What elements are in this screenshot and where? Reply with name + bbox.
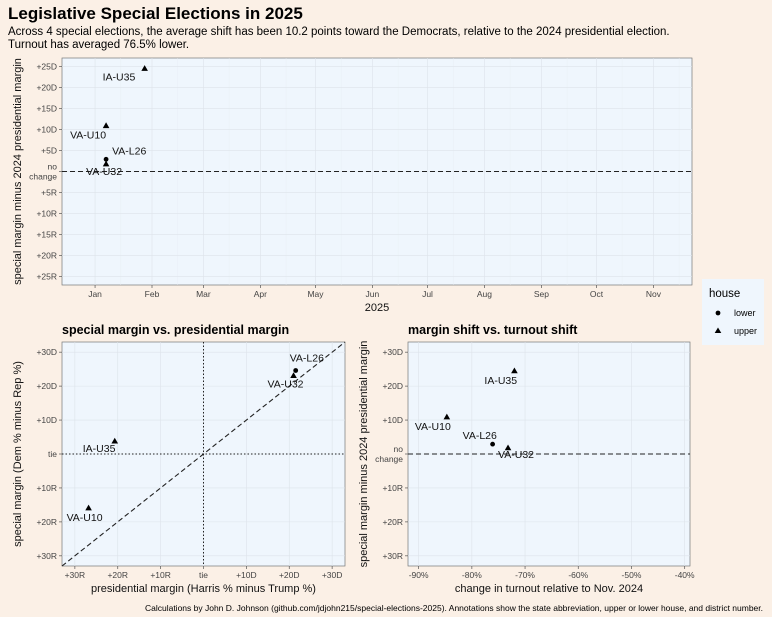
margin-y-axis-title: special margin (Dem % minus Rep %) xyxy=(12,361,24,547)
turnout-y-tick-label: change xyxy=(375,454,403,464)
figure-title: Legislative Special Elections in 2025 xyxy=(8,4,303,23)
legend-item-upper: upper xyxy=(734,326,757,336)
margin-x-tick-label: +30D xyxy=(322,570,343,580)
timeline-x-tick-label: Sep xyxy=(534,289,549,299)
turnout-y-axis-title: special margin minus 2024 presidential m… xyxy=(358,341,370,568)
timeline-point-marker xyxy=(102,122,110,129)
margin-y-tick-label: +30R xyxy=(36,551,57,561)
turnout-point-marker xyxy=(490,441,495,447)
timeline-x-tick-label: Jul xyxy=(422,289,433,299)
legend-item-lower: lower xyxy=(734,308,756,318)
margin-y-tick-label: +20R xyxy=(36,517,57,527)
margin-point-marker xyxy=(290,372,297,378)
turnout-x-axis-title: change in turnout relative to Nov. 2024 xyxy=(455,583,643,595)
margin-y-tick-label: +30D xyxy=(36,347,57,357)
timeline-x-tick-label: May xyxy=(307,289,324,299)
figure-subtitle-line2: Turnout has averaged 76.5% lower. xyxy=(8,39,189,51)
turnout-x-tick-label: -60% xyxy=(568,570,588,580)
margin-y-tick-label: +10R xyxy=(36,483,57,493)
margin-vs-margin-panel: special margin vs. presidential margin +3… xyxy=(12,323,346,595)
margin-point-label: IA-U35 xyxy=(83,443,116,455)
timeline-y-tick-label: +25R xyxy=(36,272,57,282)
margin-x-axis-title: presidential margin (Harris % minus Trum… xyxy=(91,583,316,595)
turnout-x-tick-label: -70% xyxy=(515,570,535,580)
legend-circle-marker xyxy=(715,310,721,316)
turnout-panel-title: margin shift vs. turnout shift xyxy=(408,323,578,337)
margin-point-marker xyxy=(293,368,299,373)
timeline-point-label: VA-L26 xyxy=(112,145,146,157)
turnout-point-marker xyxy=(443,413,451,420)
margin-point-label: VA-U10 xyxy=(67,512,103,524)
margin-point-label: VA-L26 xyxy=(290,353,324,365)
margin-x-tick-label: +20D xyxy=(279,570,300,580)
shift-vs-turnout-panel: margin shift vs. turnout shift -90% -80% -7… xyxy=(358,323,695,595)
legend-triangle-marker xyxy=(714,327,722,333)
timeline-x-tick-label: Apr xyxy=(254,289,267,299)
timeline-point-label: VA-U10 xyxy=(70,130,106,142)
timeline-panel: Jan Feb Mar Apr May Jun Jul Aug Sep Oct Nov +25D +20… xyxy=(12,57,693,314)
timeline-point-marker xyxy=(141,65,148,71)
timeline-y-tick-label: no xyxy=(48,162,58,172)
timeline-y-tick-label: +5R xyxy=(41,188,57,198)
timeline-point-label: VA-U32 xyxy=(86,166,122,178)
legend: house lower upper xyxy=(702,279,764,345)
margin-x-tick-label: +10D xyxy=(236,570,257,580)
turnout-y-tick-label: +30R xyxy=(382,551,403,561)
margin-point-marker xyxy=(111,437,119,444)
caption: Calculations by John D. Johnson (github.… xyxy=(145,603,763,613)
turnout-x-tick-label: -90% xyxy=(409,570,429,580)
timeline-x-tick-label: Mar xyxy=(196,289,211,299)
turnout-x-tick-label: -50% xyxy=(622,570,642,580)
turnout-point-marker xyxy=(511,367,518,374)
turnout-y-tick-label: +10R xyxy=(382,483,403,493)
turnout-point-label: VA-U10 xyxy=(415,421,451,433)
turnout-point-label: VA-U32 xyxy=(498,449,534,461)
margin-point-label: VA-U32 xyxy=(268,379,304,391)
margin-panel-title: special margin vs. presidential margin xyxy=(62,323,289,337)
timeline-x-tick-label: Jan xyxy=(88,289,102,299)
turnout-x-tick-label: -40% xyxy=(675,570,695,580)
timeline-x-tick-label: Aug xyxy=(477,289,492,299)
timeline-y-tick-label: +5D xyxy=(41,145,57,155)
timeline-y-tick-label: +15D xyxy=(36,103,57,113)
timeline-y-tick-label: +20D xyxy=(36,82,57,92)
margin-point-marker xyxy=(85,504,92,511)
turnout-point-label: IA-U35 xyxy=(484,375,517,387)
turnout-y-tick-label: +20R xyxy=(382,517,403,527)
timeline-y-tick-label: +20R xyxy=(36,251,57,261)
margin-x-tick-label: +10R xyxy=(150,570,171,580)
timeline-x-tick-label: Jun xyxy=(366,289,380,299)
margin-y-tick-label: +10D xyxy=(36,415,57,425)
turnout-point-label: VA-L26 xyxy=(463,430,497,442)
margin-x-tick-label: +20R xyxy=(107,570,128,580)
margin-x-tick-label: tie xyxy=(199,570,208,580)
turnout-x-tick-label: -80% xyxy=(462,570,482,580)
timeline-point-marker xyxy=(103,156,109,162)
timeline-y-tick-label: +25D xyxy=(36,61,57,71)
margin-x-tick-label: +30R xyxy=(65,570,86,580)
timeline-y-tick-label: +10R xyxy=(36,209,57,219)
legend-box xyxy=(702,279,764,345)
legend-title: house xyxy=(709,288,740,300)
timeline-y-tick-label: +15R xyxy=(36,230,57,240)
timeline-point-label: IA-U35 xyxy=(103,72,136,84)
turnout-y-tick-label: no xyxy=(394,444,404,454)
timeline-x-tick-label: Nov xyxy=(646,289,662,299)
turnout-y-tick-label: +10D xyxy=(382,415,403,425)
figure-subtitle-line1: Across 4 special elections, the average … xyxy=(8,26,670,38)
timeline-x-tick-label: Feb xyxy=(145,289,160,299)
timeline-y-axis-title: special margin minus 2024 presidential m… xyxy=(12,58,24,285)
margin-y-tick-label: +20D xyxy=(36,381,57,391)
timeline-point-marker xyxy=(102,160,110,167)
margin-y-tick-label: tie xyxy=(48,449,57,459)
timeline-y-tick-label: +10D xyxy=(36,124,57,134)
turnout-point-marker xyxy=(504,444,512,451)
turnout-y-tick-label: +30D xyxy=(382,347,403,357)
turnout-y-tick-label: +20D xyxy=(382,381,403,391)
timeline-y-tick-label: change xyxy=(29,172,57,182)
timeline-x-tick-label: Oct xyxy=(590,289,604,299)
timeline-x-axis-title: 2025 xyxy=(365,302,389,314)
